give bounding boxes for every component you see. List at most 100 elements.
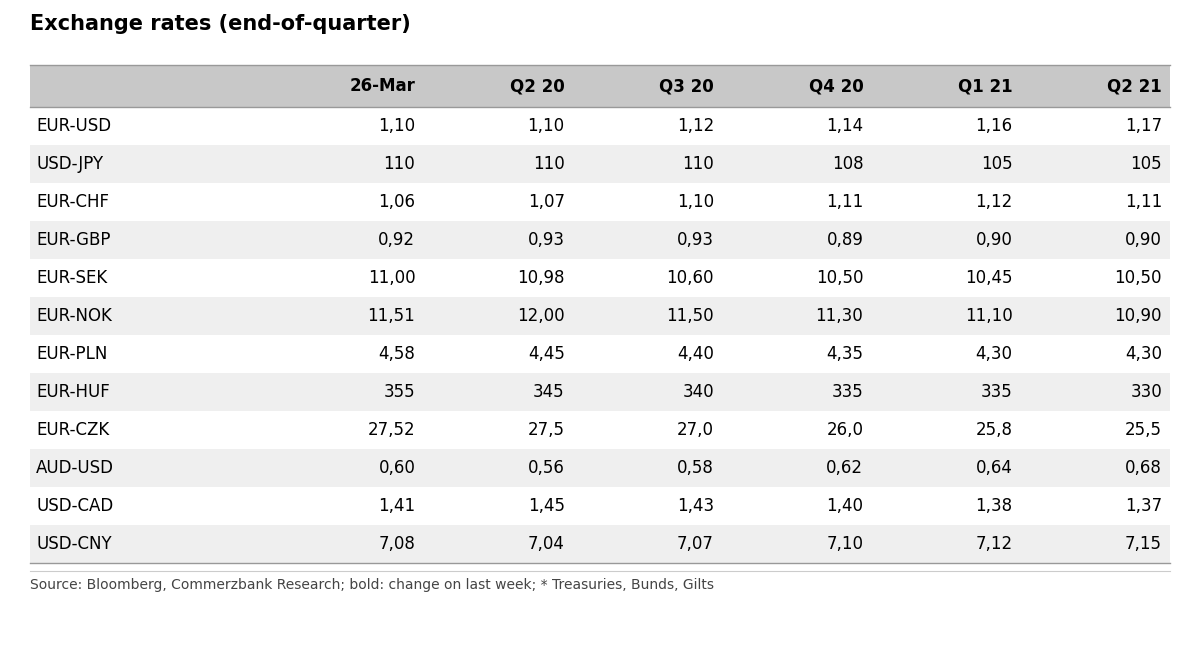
Text: 1,10: 1,10 — [378, 117, 415, 135]
Text: 4,35: 4,35 — [827, 345, 863, 363]
Bar — [30, 411, 1170, 449]
Text: 335: 335 — [980, 383, 1013, 401]
Text: 105: 105 — [982, 155, 1013, 173]
Text: 26,0: 26,0 — [827, 421, 863, 439]
Text: 1,14: 1,14 — [826, 117, 863, 135]
Text: 10,60: 10,60 — [666, 269, 714, 287]
Text: 0,64: 0,64 — [976, 459, 1013, 477]
Text: Exchange rates (end-of-quarter): Exchange rates (end-of-quarter) — [30, 14, 410, 34]
Text: 11,30: 11,30 — [816, 307, 863, 325]
Text: 108: 108 — [832, 155, 863, 173]
Text: 335: 335 — [832, 383, 863, 401]
Text: 110: 110 — [533, 155, 565, 173]
Text: 1,11: 1,11 — [826, 193, 863, 211]
Text: Q4 20: Q4 20 — [809, 77, 863, 95]
Text: 1,11: 1,11 — [1124, 193, 1162, 211]
Text: 7,15: 7,15 — [1126, 535, 1162, 553]
Text: 7,04: 7,04 — [528, 535, 565, 553]
Text: 1,12: 1,12 — [976, 193, 1013, 211]
Text: 12,00: 12,00 — [517, 307, 565, 325]
Text: 1,43: 1,43 — [677, 497, 714, 515]
Text: 0,93: 0,93 — [677, 231, 714, 249]
Text: 0,56: 0,56 — [528, 459, 565, 477]
Text: USD-JPY: USD-JPY — [36, 155, 103, 173]
Text: 1,41: 1,41 — [378, 497, 415, 515]
Bar — [30, 145, 1170, 183]
Text: EUR-SEK: EUR-SEK — [36, 269, 107, 287]
Text: 27,0: 27,0 — [677, 421, 714, 439]
Text: 0,58: 0,58 — [677, 459, 714, 477]
Text: 4,58: 4,58 — [378, 345, 415, 363]
Text: EUR-CZK: EUR-CZK — [36, 421, 109, 439]
Text: EUR-NOK: EUR-NOK — [36, 307, 112, 325]
Text: 0,92: 0,92 — [378, 231, 415, 249]
Text: 11,10: 11,10 — [965, 307, 1013, 325]
Text: 1,17: 1,17 — [1124, 117, 1162, 135]
Text: EUR-PLN: EUR-PLN — [36, 345, 107, 363]
Text: 4,30: 4,30 — [976, 345, 1013, 363]
Text: EUR-GBP: EUR-GBP — [36, 231, 110, 249]
Text: 355: 355 — [384, 383, 415, 401]
Text: 105: 105 — [1130, 155, 1162, 173]
Text: 27,5: 27,5 — [528, 421, 565, 439]
Text: 340: 340 — [683, 383, 714, 401]
Bar — [30, 487, 1170, 525]
Text: Q1 21: Q1 21 — [958, 77, 1013, 95]
Text: 7,07: 7,07 — [677, 535, 714, 553]
Text: Source: Bloomberg, Commerzbank Research; bold: change on last week; * Treasuries: Source: Bloomberg, Commerzbank Research;… — [30, 578, 714, 592]
Text: 0,62: 0,62 — [827, 459, 863, 477]
Text: 0,60: 0,60 — [378, 459, 415, 477]
Bar — [30, 449, 1170, 487]
Bar — [30, 297, 1170, 335]
Text: 7,08: 7,08 — [378, 535, 415, 553]
Text: 26-Mar: 26-Mar — [349, 77, 415, 95]
Text: EUR-HUF: EUR-HUF — [36, 383, 109, 401]
Text: 10,98: 10,98 — [517, 269, 565, 287]
Text: Q2 20: Q2 20 — [510, 77, 565, 95]
Text: Q3 20: Q3 20 — [659, 77, 714, 95]
Bar — [30, 335, 1170, 373]
Text: 10,50: 10,50 — [816, 269, 863, 287]
Text: 11,51: 11,51 — [367, 307, 415, 325]
Text: 7,12: 7,12 — [976, 535, 1013, 553]
Bar — [30, 525, 1170, 563]
Text: 4,45: 4,45 — [528, 345, 565, 363]
Text: 0,90: 0,90 — [976, 231, 1013, 249]
Bar — [30, 183, 1170, 221]
Text: 1,10: 1,10 — [528, 117, 565, 135]
Text: 7,10: 7,10 — [827, 535, 863, 553]
Text: USD-CNY: USD-CNY — [36, 535, 112, 553]
Text: 110: 110 — [384, 155, 415, 173]
Text: 110: 110 — [683, 155, 714, 173]
Text: 1,16: 1,16 — [976, 117, 1013, 135]
Text: USD-CAD: USD-CAD — [36, 497, 113, 515]
Text: 4,40: 4,40 — [677, 345, 714, 363]
Text: 27,52: 27,52 — [367, 421, 415, 439]
Bar — [30, 107, 1170, 145]
Bar — [30, 259, 1170, 297]
Text: 0,89: 0,89 — [827, 231, 863, 249]
Text: 1,06: 1,06 — [378, 193, 415, 211]
Text: 10,45: 10,45 — [965, 269, 1013, 287]
Text: EUR-USD: EUR-USD — [36, 117, 112, 135]
Text: 0,93: 0,93 — [528, 231, 565, 249]
Text: 1,37: 1,37 — [1124, 497, 1162, 515]
Text: 1,40: 1,40 — [827, 497, 863, 515]
Bar — [30, 373, 1170, 411]
Text: 1,12: 1,12 — [677, 117, 714, 135]
Text: 25,5: 25,5 — [1126, 421, 1162, 439]
Text: 0,90: 0,90 — [1126, 231, 1162, 249]
Text: 1,07: 1,07 — [528, 193, 565, 211]
Bar — [30, 221, 1170, 259]
Text: 0,68: 0,68 — [1126, 459, 1162, 477]
Text: 1,10: 1,10 — [677, 193, 714, 211]
Text: 10,90: 10,90 — [1115, 307, 1162, 325]
Text: AUD-USD: AUD-USD — [36, 459, 114, 477]
Text: 345: 345 — [533, 383, 565, 401]
Text: EUR-CHF: EUR-CHF — [36, 193, 109, 211]
Text: Q2 21: Q2 21 — [1108, 77, 1162, 95]
Text: 4,30: 4,30 — [1126, 345, 1162, 363]
Text: 1,45: 1,45 — [528, 497, 565, 515]
Text: 25,8: 25,8 — [976, 421, 1013, 439]
Text: 330: 330 — [1130, 383, 1162, 401]
